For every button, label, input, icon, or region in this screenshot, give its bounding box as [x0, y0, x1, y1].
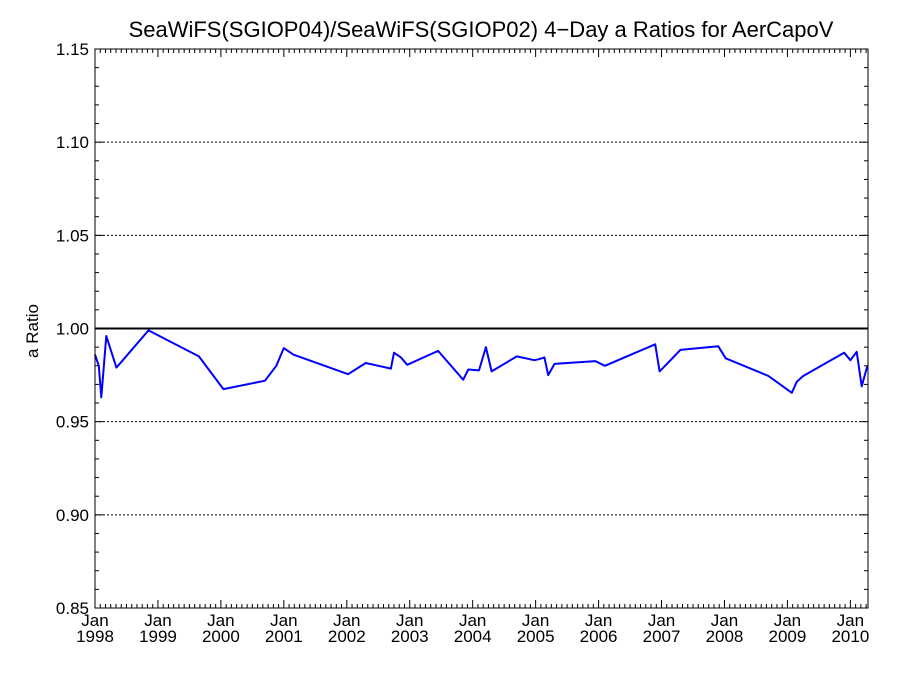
x-tick-label-month: Jan: [711, 611, 738, 630]
y-tick-label: 1.15: [56, 40, 89, 59]
x-tick-label-year: 2006: [580, 627, 618, 646]
x-tick-label-month: Jan: [837, 611, 864, 630]
y-tick-label: 1.00: [56, 320, 89, 339]
x-tick-label-month: Jan: [333, 611, 360, 630]
chart-title: SeaWiFS(SGIOP04)/SeaWiFS(SGIOP02) 4−Day …: [129, 17, 834, 42]
y-axis-ticks: 0.85 0.90 0.95 1.00 1.05 1.10 1.15: [56, 40, 868, 618]
x-axis-ticks: Jan1998Jan1999Jan2000Jan2001Jan2002Jan20…: [76, 49, 869, 646]
x-tick-label-month: Jan: [81, 611, 108, 630]
x-tick-label-month: Jan: [648, 611, 675, 630]
x-tick-label-year: 2005: [517, 627, 555, 646]
x-tick-label-year: 2003: [391, 627, 429, 646]
x-tick-label-year: 2010: [831, 627, 869, 646]
x-tick-label-month: Jan: [270, 611, 297, 630]
x-tick-label-year: 2001: [265, 627, 303, 646]
x-tick-label-year: 2002: [328, 627, 366, 646]
x-tick-label-year: 2009: [769, 627, 807, 646]
x-tick-label-year: 2000: [202, 627, 240, 646]
y-tick-label: 0.95: [56, 413, 89, 432]
x-tick-label-month: Jan: [522, 611, 549, 630]
x-tick-label-year: 2004: [454, 627, 492, 646]
x-tick-label-month: Jan: [396, 611, 423, 630]
x-tick-label-year: 1998: [76, 627, 114, 646]
y-tick-label: 1.10: [56, 133, 89, 152]
x-tick-label-year: 2007: [643, 627, 681, 646]
x-tick-label-month: Jan: [459, 611, 486, 630]
x-tick-label-month: Jan: [144, 611, 171, 630]
x-tick-label-month: Jan: [774, 611, 801, 630]
series-line: [94, 329, 869, 399]
y-axis-label: a Ratio: [23, 304, 42, 358]
x-tick-label-month: Jan: [207, 611, 234, 630]
y-tick-label: 0.90: [56, 506, 89, 525]
grid-lines: [95, 141, 868, 516]
x-tick-label-year: 1999: [139, 627, 177, 646]
y-tick-label: 1.05: [56, 226, 89, 245]
y-tick-label: 0.85: [56, 599, 89, 618]
series-group: [94, 329, 869, 399]
x-tick-label-year: 2008: [706, 627, 744, 646]
x-tick-label-month: Jan: [585, 611, 612, 630]
